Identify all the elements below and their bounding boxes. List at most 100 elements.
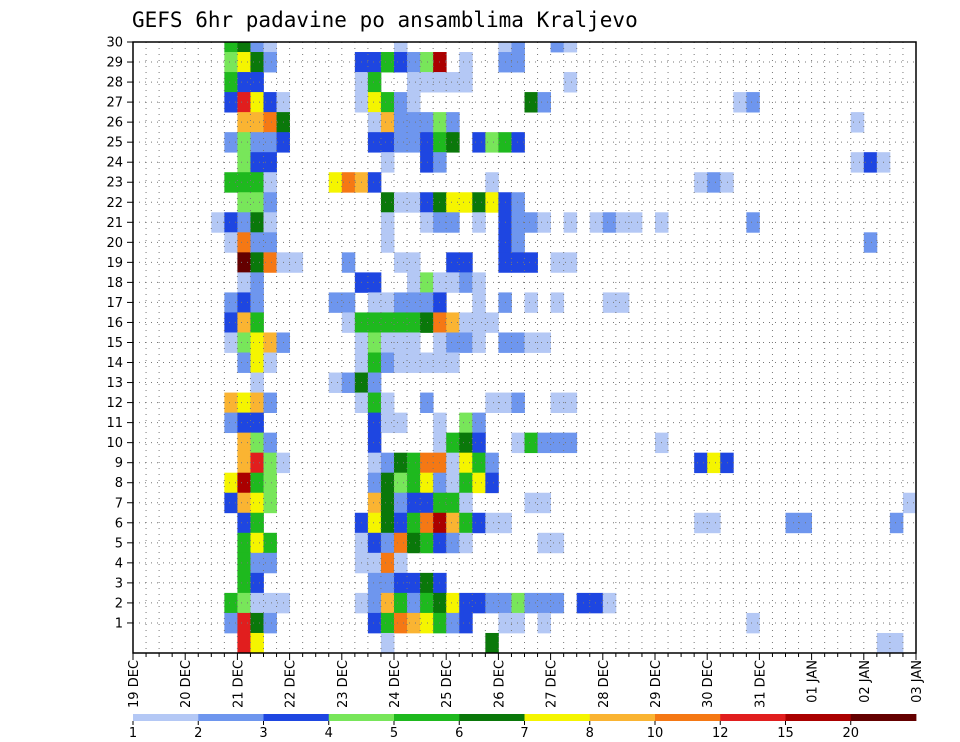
heatmap-cell xyxy=(367,312,382,333)
heatmap-cell xyxy=(563,252,578,273)
heatmap-cell xyxy=(263,252,277,273)
heatmap-cell xyxy=(211,212,225,233)
heatmap-cell xyxy=(237,612,251,634)
heatmap-cell xyxy=(550,252,565,273)
heatmap-cell xyxy=(550,292,565,313)
heatmap-cell xyxy=(250,92,264,113)
heatmap-cell xyxy=(380,52,395,73)
heatmap-cell xyxy=(394,572,408,594)
heatmap-cell xyxy=(459,332,473,353)
heatmap-cell xyxy=(394,512,408,534)
heatmap-cell xyxy=(537,492,551,514)
heatmap-cell xyxy=(446,492,460,514)
heatmap-cell xyxy=(420,292,434,313)
heatmap-cell xyxy=(420,512,434,534)
heatmap-cell xyxy=(746,612,760,634)
heatmap-cell xyxy=(394,292,408,313)
legend-label: 5 xyxy=(390,726,398,741)
heatmap-cell xyxy=(250,312,264,333)
heatmap-cell xyxy=(380,292,395,313)
heatmap-cell xyxy=(707,452,721,474)
heatmap-cell xyxy=(250,72,264,93)
heatmap-cell xyxy=(420,392,434,413)
heatmap-cell xyxy=(407,132,421,153)
heatmap-cell xyxy=(472,412,486,434)
heatmap-cell xyxy=(224,42,238,53)
heatmap-cell xyxy=(237,292,251,313)
y-tick-label: 3 xyxy=(115,576,123,591)
heatmap-cell xyxy=(563,42,578,53)
heatmap-cell xyxy=(694,452,708,474)
heatmap-cell xyxy=(615,212,630,233)
legend-label: 2 xyxy=(194,726,202,741)
heatmap-cell xyxy=(524,332,538,353)
heatmap-cell xyxy=(563,392,578,413)
heatmap-cell xyxy=(407,612,421,634)
heatmap-cell xyxy=(263,592,277,614)
heatmap-cell xyxy=(263,532,277,554)
heatmap-cell xyxy=(380,192,395,213)
heatmap-cell xyxy=(250,352,264,373)
y-tick-label: 5 xyxy=(115,536,123,551)
heatmap-cell xyxy=(746,92,760,113)
heatmap-cell xyxy=(407,572,421,594)
heatmap-cell xyxy=(367,492,382,514)
heatmap-cell xyxy=(589,592,604,614)
heatmap-cell xyxy=(250,292,264,313)
heatmap-cell xyxy=(459,452,473,474)
heatmap-cell xyxy=(367,72,382,93)
heatmap-cell xyxy=(472,432,486,454)
legend-swatch xyxy=(133,714,199,721)
heatmap-cell xyxy=(420,472,434,494)
heatmap-cell xyxy=(407,452,421,474)
legend-label: 12 xyxy=(712,726,729,741)
heatmap-cell xyxy=(407,312,421,333)
legend-swatch xyxy=(720,714,786,721)
heatmap-cell xyxy=(537,92,551,113)
heatmap-cell xyxy=(250,452,264,474)
x-tick-label: 21 DEC xyxy=(231,660,246,708)
x-tick-label: 23 DEC xyxy=(336,660,351,708)
heatmap-cell xyxy=(237,392,251,413)
heatmap-cell xyxy=(472,212,486,233)
heatmap-cell xyxy=(459,72,473,93)
heatmap-cell xyxy=(263,552,277,574)
heatmap-cell xyxy=(563,432,578,454)
heatmap-cell xyxy=(367,332,382,353)
heatmap-cell xyxy=(341,292,356,313)
x-tick-label: 22 DEC xyxy=(284,660,299,708)
heatmap-cell xyxy=(224,212,238,233)
heatmap-cell xyxy=(537,432,551,454)
heatmap-cell xyxy=(250,392,264,413)
heatmap-cell xyxy=(472,312,486,333)
heatmap-cell xyxy=(224,472,238,494)
legend-label: 7 xyxy=(520,726,528,741)
heatmap-cell xyxy=(615,292,630,313)
heatmap-cell xyxy=(511,212,525,233)
heatmap-cell xyxy=(524,292,538,313)
heatmap-cell xyxy=(485,132,499,153)
heatmap-cell xyxy=(263,152,277,173)
heatmap-cell xyxy=(380,572,395,594)
heatmap-cell xyxy=(420,492,434,514)
legend-swatch xyxy=(785,714,852,721)
heatmap-cell xyxy=(485,392,499,413)
x-tick-label: 30 DEC xyxy=(701,660,716,708)
heatmap-cell xyxy=(237,412,251,434)
heatmap-cell xyxy=(263,192,277,213)
heatmap-cell xyxy=(459,432,473,454)
heatmap-cell xyxy=(889,512,904,534)
heatmap-cell xyxy=(407,252,421,273)
heatmap-cell xyxy=(446,432,460,454)
heatmap-cell xyxy=(237,552,251,574)
heatmap-cell xyxy=(420,52,434,73)
heatmap-cell xyxy=(263,612,277,634)
heatmap-cell xyxy=(550,42,565,53)
heatmap-cell xyxy=(472,132,486,153)
heatmap-cell xyxy=(250,272,264,293)
heatmap-cell xyxy=(485,472,499,494)
heatmap-cell xyxy=(394,552,408,574)
heatmap-cell xyxy=(498,42,512,53)
heatmap-cell xyxy=(407,512,421,534)
